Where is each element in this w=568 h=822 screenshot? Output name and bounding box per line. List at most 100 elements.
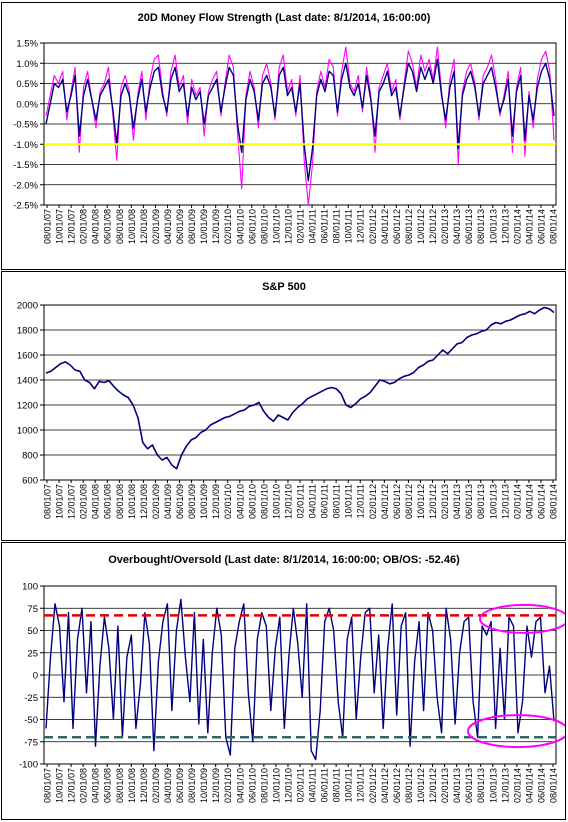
money-flow-ytick-label: -0.5% bbox=[13, 120, 38, 131]
money-flow-xtick-label: 04/01/11 bbox=[308, 209, 318, 243]
money-flow-xtick-label: 06/01/10 bbox=[247, 209, 257, 244]
sp500-xtick-label: 08/01/14 bbox=[549, 484, 559, 519]
sp500-ytick-label: 1000 bbox=[17, 426, 38, 437]
obos-xtick-label: 06/01/11 bbox=[320, 768, 330, 802]
sp500-xtick-label: 02/01/08 bbox=[79, 484, 89, 519]
sp500-xtick-label: 06/01/14 bbox=[536, 484, 546, 519]
sp500-xtick-label: 04/01/13 bbox=[452, 484, 462, 519]
obos-xtick-label: 10/01/07 bbox=[55, 768, 65, 803]
obos-xtick-label: 08/01/11 bbox=[332, 768, 342, 802]
obos-xtick-label: 12/01/07 bbox=[67, 768, 77, 803]
money-flow-ytick-label: 1.0% bbox=[16, 59, 38, 70]
obos-xtick-label: 12/01/12 bbox=[428, 768, 438, 803]
sp500-xtick-label: 10/01/09 bbox=[199, 484, 209, 519]
obos-xtick-label: 06/01/13 bbox=[464, 768, 474, 803]
oversold-highlight-ellipse bbox=[467, 714, 565, 749]
obos-ytick-label: -25 bbox=[24, 693, 38, 704]
obos-xtick-label: 08/01/07 bbox=[43, 768, 53, 803]
obos-xtick-label: 06/01/12 bbox=[392, 768, 402, 803]
obos-series-line-0 bbox=[45, 598, 555, 761]
obos-xtick-label: 10/01/13 bbox=[488, 768, 498, 803]
obos-xtick-label: 08/01/08 bbox=[115, 768, 125, 803]
obos-xtick-label: 04/01/09 bbox=[163, 768, 173, 803]
sp500-xtick-label: 12/01/11 bbox=[356, 484, 366, 518]
money-flow-xtick-label: 02/01/14 bbox=[512, 209, 522, 244]
sp500-ytick-label: 1400 bbox=[17, 376, 38, 387]
obos-xtick-label: 02/01/12 bbox=[368, 768, 378, 803]
obos-ytick-label: -75 bbox=[24, 737, 38, 748]
overbought-highlight-ellipse bbox=[479, 603, 565, 634]
money-flow-ytick-label: 0.0% bbox=[16, 99, 38, 110]
obos-xtick-label: 06/01/08 bbox=[103, 768, 113, 803]
money-flow-xtick-label: 06/01/08 bbox=[103, 209, 113, 244]
money-flow-xtick-label: 12/01/12 bbox=[428, 209, 438, 244]
money-flow-xtick-label: 12/01/10 bbox=[283, 209, 293, 244]
sp500-xtick-label: 10/01/12 bbox=[416, 484, 426, 519]
money-flow-xtick-label: 06/01/14 bbox=[536, 209, 546, 244]
money-flow-xtick-label: 04/01/14 bbox=[524, 209, 534, 244]
money-flow-xtick-label: 04/01/12 bbox=[380, 209, 390, 244]
sp500-xtick-label: 04/01/12 bbox=[380, 484, 390, 519]
obos-xtick-label: 04/01/12 bbox=[380, 768, 390, 803]
sp500-xtick-label: 10/01/10 bbox=[271, 484, 281, 519]
obos-xtick-label: 10/01/09 bbox=[199, 768, 209, 803]
money-flow-xtick-label: 10/01/13 bbox=[488, 209, 498, 244]
money-flow-xtick-label: 10/01/08 bbox=[127, 209, 137, 244]
money-flow-xtick-label: 04/01/09 bbox=[163, 209, 173, 244]
money-flow-xtick-label: 10/01/07 bbox=[55, 209, 65, 244]
sp500-xtick-label: 04/01/11 bbox=[308, 484, 318, 518]
sp500-xtick-label: 02/01/10 bbox=[223, 484, 233, 519]
money-flow-xtick-label: 12/01/07 bbox=[67, 209, 77, 244]
money-flow-xtick-label: 08/01/12 bbox=[404, 209, 414, 244]
obos-xtick-label: 12/01/13 bbox=[500, 768, 510, 803]
obos-xtick-label: 04/01/14 bbox=[524, 768, 534, 803]
obos-xtick-label: 04/01/08 bbox=[91, 768, 101, 803]
obos-ytick-label: -50 bbox=[24, 715, 38, 726]
obos-xtick-label: 02/01/09 bbox=[151, 768, 161, 803]
obos-xtick-label: 08/01/12 bbox=[404, 768, 414, 803]
money-flow-xtick-label: 06/01/11 bbox=[320, 209, 330, 243]
money-flow-series-line-1 bbox=[45, 58, 555, 182]
obos-xtick-label: 02/01/11 bbox=[296, 768, 306, 802]
sp500-xtick-label: 02/01/11 bbox=[296, 484, 306, 518]
sp500-xtick-label: 04/01/10 bbox=[235, 484, 245, 519]
obos-xtick-label: 08/01/10 bbox=[259, 768, 269, 803]
sp500-ytick-label: 800 bbox=[22, 451, 38, 462]
obos-xtick-label: 06/01/09 bbox=[175, 768, 185, 803]
sp500-xtick-label: 10/01/11 bbox=[344, 484, 354, 518]
sp500-xtick-label: 12/01/12 bbox=[428, 484, 438, 519]
obos-xtick-label: 12/01/10 bbox=[283, 768, 293, 803]
sp500-xtick-label: 04/01/08 bbox=[91, 484, 101, 519]
money-flow-svg: 20D Money Flow Strength (Last date: 8/1/… bbox=[13, 12, 559, 244]
sp500-xtick-label: 12/01/07 bbox=[67, 484, 77, 519]
money-flow-xtick-label: 02/01/13 bbox=[440, 209, 450, 244]
money-flow-xtick-label: 06/01/12 bbox=[392, 209, 402, 244]
sp500-ytick-label: 1600 bbox=[17, 351, 38, 362]
money-flow-xtick-label: 02/01/09 bbox=[151, 209, 161, 244]
money-flow-xtick-label: 08/01/11 bbox=[332, 209, 342, 243]
obos-title: Overbought/Oversold (Last date: 8/1/2014… bbox=[108, 554, 460, 566]
sp500-ytick-label: 2000 bbox=[17, 301, 38, 312]
sp500-xtick-label: 08/01/12 bbox=[404, 484, 414, 519]
money-flow-ytick-label: 0.5% bbox=[16, 79, 38, 90]
sp500-xtick-label: 10/01/13 bbox=[488, 484, 498, 519]
money-flow-xtick-label: 02/01/11 bbox=[296, 209, 306, 243]
sp500-xtick-label: 04/01/14 bbox=[524, 484, 534, 519]
sp500-xtick-label: 08/01/09 bbox=[187, 484, 197, 519]
money-flow-xtick-label: 02/01/08 bbox=[79, 209, 89, 244]
obos-ytick-label: 75 bbox=[27, 604, 38, 615]
obos-ytick-label: 100 bbox=[22, 582, 38, 593]
money-flow-ytick-label: -1.0% bbox=[13, 140, 38, 151]
obos-xtick-label: 06/01/14 bbox=[536, 768, 546, 803]
obos-xtick-label: 08/01/13 bbox=[476, 768, 486, 803]
sp500-svg: S&P 500 600 800 1000 1200 1400 1600 1800 2000 08/… bbox=[17, 281, 559, 519]
obos-xtick-label: 04/01/10 bbox=[235, 768, 245, 803]
sp500-xtick-label: 02/01/13 bbox=[440, 484, 450, 519]
chart-overbought-oversold: Overbought/Oversold (Last date: 8/1/2014… bbox=[1, 542, 566, 820]
money-flow-xtick-label: 08/01/14 bbox=[549, 209, 559, 244]
money-flow-ytick-label: -2.0% bbox=[13, 180, 38, 191]
sp500-series-line-0 bbox=[45, 306, 555, 470]
money-flow-xtick-label: 12/01/09 bbox=[211, 209, 221, 244]
sp500-xtick-label: 12/01/09 bbox=[211, 484, 221, 519]
money-flow-xtick-label: 12/01/08 bbox=[139, 209, 149, 244]
